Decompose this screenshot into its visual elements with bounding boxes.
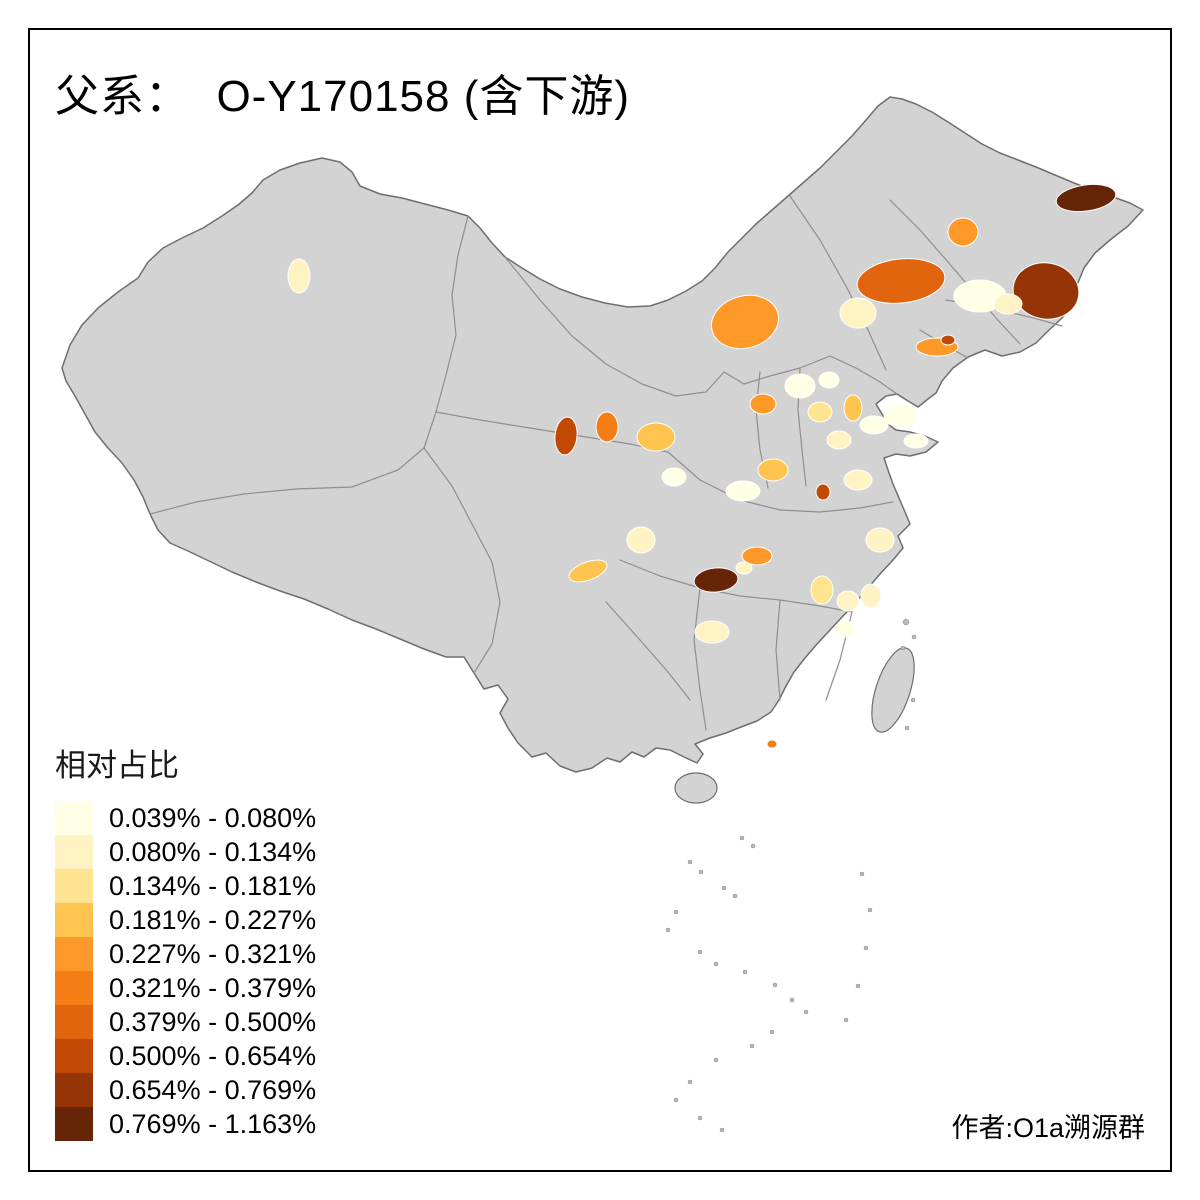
map-region-patch xyxy=(710,294,780,350)
legend-label: 0.080% - 0.134% xyxy=(109,836,317,867)
map-region-patch xyxy=(807,401,833,423)
legend-item: 0.181% - 0.227% xyxy=(55,903,316,937)
map-region-patch xyxy=(595,411,619,443)
map-region-patch xyxy=(741,546,773,566)
sea-islands xyxy=(665,618,917,1133)
map-region-patch xyxy=(839,297,877,329)
legend-item: 0.134% - 0.181% xyxy=(55,869,316,903)
region-patches xyxy=(287,183,1117,749)
legend-swatch xyxy=(55,971,93,1005)
map-region-patch xyxy=(843,469,873,491)
legend-swatch xyxy=(55,903,93,937)
map-region-patch xyxy=(815,483,831,501)
legend-swatch xyxy=(55,1039,93,1073)
legend-title: 相对占比 xyxy=(55,748,179,783)
legend-label: 0.134% - 0.181% xyxy=(109,870,317,901)
legend-swatch xyxy=(55,1107,93,1141)
legend-swatch xyxy=(55,937,93,971)
map-region-patch xyxy=(636,422,676,452)
map-region-patch xyxy=(836,590,860,612)
legend-item: 0.039% - 0.080% xyxy=(55,801,316,835)
legend-label: 0.769% - 1.163% xyxy=(109,1108,317,1139)
map-region-patch xyxy=(860,583,882,609)
province-borders xyxy=(149,195,1063,731)
legend-label: 0.039% - 0.080% xyxy=(109,802,317,833)
map-region-patch xyxy=(859,415,889,435)
map-region-patch xyxy=(749,393,777,415)
map-region-patch xyxy=(1055,183,1117,213)
legend-label: 0.654% - 0.769% xyxy=(109,1074,317,1105)
legend-item: 0.654% - 0.769% xyxy=(55,1073,316,1107)
map-region-patch xyxy=(766,739,778,749)
map-region-patch xyxy=(757,458,789,482)
legend-items: 0.039% - 0.080% 0.080% - 0.134% 0.134% - 0… xyxy=(55,801,316,1141)
legend-item: 0.321% - 0.379% xyxy=(55,971,316,1005)
map-region-patch xyxy=(735,561,753,575)
map-region-patch xyxy=(818,371,840,389)
legend-item: 0.080% - 0.134% xyxy=(55,835,316,869)
hainan-island xyxy=(674,772,718,804)
legend-item: 0.500% - 0.654% xyxy=(55,1039,316,1073)
map-region-patch xyxy=(865,527,895,553)
map-region-patch xyxy=(1012,262,1080,320)
legend-label: 0.500% - 0.654% xyxy=(109,1040,317,1071)
map-region-patch xyxy=(903,433,929,449)
legend-item: 0.227% - 0.321% xyxy=(55,937,316,971)
map-region-patch xyxy=(784,373,816,399)
legend-swatch xyxy=(55,869,93,903)
legend-swatch xyxy=(55,1005,93,1039)
map-region-patch xyxy=(554,416,578,456)
map-region-patch xyxy=(661,467,687,487)
attribution: 作者:O1a溯源群 xyxy=(951,1113,1145,1143)
legend-swatch xyxy=(55,801,93,835)
map-region-patch xyxy=(626,526,656,554)
page-title: 父系： O-Y170158 (含下游) xyxy=(55,72,631,121)
map-region-patch xyxy=(993,293,1023,315)
map-region-patch xyxy=(834,620,856,638)
legend-label: 0.379% - 0.500% xyxy=(109,1006,317,1037)
map-region-patch xyxy=(693,567,739,593)
legend-swatch xyxy=(55,835,93,869)
legend: 相对占比 0.039% - 0.080% 0.080% - 0.134% 0.134… xyxy=(55,740,316,1141)
legend-item: 0.769% - 1.163% xyxy=(55,1107,316,1141)
map-region-patch xyxy=(287,258,311,294)
legend-swatch xyxy=(55,1073,93,1107)
map-region-patch xyxy=(810,575,834,605)
legend-item: 0.379% - 0.500% xyxy=(55,1005,316,1039)
map-region-patch xyxy=(568,559,608,583)
map-region-patch xyxy=(725,480,761,502)
map-region-patch xyxy=(883,404,919,428)
map-region-patch xyxy=(694,620,730,644)
taiwan-island xyxy=(871,647,915,733)
legend-label: 0.227% - 0.321% xyxy=(109,938,317,969)
map-region-patch xyxy=(940,334,956,346)
legend-label: 0.181% - 0.227% xyxy=(109,904,317,935)
map-region-patch xyxy=(947,217,979,247)
legend-label: 0.321% - 0.379% xyxy=(109,972,317,1003)
map-region-patch xyxy=(856,258,946,304)
map-region-patch xyxy=(843,394,863,422)
map-region-patch xyxy=(826,430,852,450)
